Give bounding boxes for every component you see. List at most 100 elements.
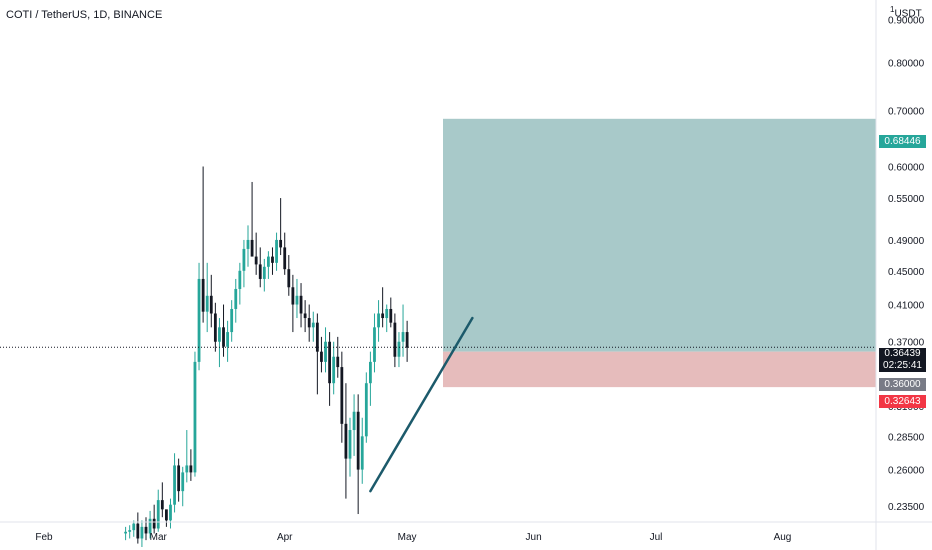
candle-body[interactable] (173, 465, 176, 505)
candle-body[interactable] (299, 295, 303, 314)
candle-body[interactable] (369, 361, 372, 384)
x-tick-label: Jul (650, 532, 663, 543)
candle-body[interactable] (181, 472, 185, 492)
candle-body[interactable] (283, 247, 287, 270)
candle-body[interactable] (348, 430, 352, 459)
candle-body[interactable] (193, 361, 197, 473)
candle-body[interactable] (291, 287, 295, 305)
candle-body[interactable] (209, 295, 213, 314)
entry-price-badge[interactable]: 0.36000 (879, 378, 926, 391)
candle-body[interactable] (377, 313, 380, 328)
candle-body[interactable] (254, 256, 258, 265)
x-tick-label: Jun (526, 532, 542, 543)
candle-body[interactable] (279, 239, 283, 248)
candle-countdown-label: 02:25:41 (883, 360, 922, 371)
candle-body[interactable] (340, 367, 344, 424)
price-axis-unit: 1USDT (890, 5, 922, 19)
candle-body[interactable] (140, 526, 144, 539)
y-tick-label: 0.55000 (888, 194, 925, 205)
candle-body[interactable] (218, 327, 221, 342)
candle-body[interactable] (311, 322, 315, 328)
candle-body[interactable] (165, 509, 168, 521)
candle-body[interactable] (213, 313, 217, 342)
candle-body[interactable] (234, 288, 238, 309)
profit-zone[interactable] (443, 118, 876, 352)
trendline[interactable] (369, 316, 474, 493)
candle-body[interactable] (197, 278, 201, 362)
candle-body[interactable] (324, 341, 327, 362)
candle-body[interactable] (393, 322, 397, 357)
candle-body[interactable] (307, 318, 311, 328)
candle-body[interactable] (373, 327, 376, 362)
candle-body[interactable] (242, 248, 246, 271)
candle-body[interactable] (356, 411, 360, 470)
candle-body[interactable] (124, 531, 127, 534)
candle-body[interactable] (230, 308, 234, 333)
y-tick-label: 0.37000 (888, 338, 925, 349)
candle-body[interactable] (397, 341, 401, 357)
unit-mark: 1 (890, 5, 895, 14)
candle-body[interactable] (169, 504, 172, 521)
candle-body[interactable] (177, 465, 181, 492)
candle-body[interactable] (287, 269, 291, 288)
candle-body[interactable] (148, 518, 152, 534)
candle-body[interactable] (405, 332, 409, 348)
current-price-badge[interactable]: 0.36439 02:25:41 (879, 348, 926, 372)
x-tick-label: Mar (150, 532, 168, 543)
candle-body[interactable] (152, 518, 156, 529)
loss-zone[interactable] (443, 351, 876, 388)
candle-body[interactable] (303, 313, 307, 319)
candle-body[interactable] (201, 278, 205, 312)
candle-body[interactable] (185, 465, 189, 473)
candle-body[interactable] (320, 351, 323, 362)
candle-body[interactable] (271, 256, 274, 263)
candle-body[interactable] (385, 308, 389, 319)
candle-body[interactable] (250, 239, 254, 257)
x-tick-label: Feb (35, 532, 53, 543)
y-tick-label: 0.60000 (888, 163, 925, 174)
candle-body[interactable] (315, 322, 319, 352)
candle-body[interactable] (160, 500, 164, 510)
candle-body[interactable] (144, 526, 148, 534)
candle-body[interactable] (295, 295, 299, 305)
candle-body[interactable] (262, 266, 266, 279)
y-tick-label: 0.49000 (888, 236, 925, 247)
candle-body[interactable] (205, 295, 209, 312)
y-tick-label: 0.90000 (888, 16, 925, 27)
candle-body[interactable] (246, 239, 250, 249)
candle-body[interactable] (226, 332, 229, 347)
current-price-label: 0.36439 (884, 348, 921, 359)
candle-body[interactable] (332, 356, 336, 384)
candle-body[interactable] (156, 500, 160, 529)
candle-body[interactable] (336, 356, 340, 368)
candle-body[interactable] (132, 523, 136, 531)
candle-body[interactable] (267, 256, 270, 267)
candle-body[interactable] (401, 332, 405, 342)
candle-body[interactable] (364, 383, 368, 437)
target-price-badge[interactable]: 0.68446 (879, 135, 926, 148)
unit-label: USDT (894, 8, 922, 20)
stop-price-badge[interactable]: 0.32643 (879, 395, 926, 408)
chart-title: COTI / TetherUS, 1D, BINANCE (6, 9, 163, 21)
x-tick-label: May (398, 532, 417, 543)
y-tick-label: 0.28500 (888, 432, 925, 443)
candle-body[interactable] (389, 308, 393, 323)
x-tick-label: Apr (277, 532, 293, 543)
candle-body[interactable] (344, 423, 348, 459)
candle-body[interactable] (328, 341, 331, 384)
y-tick-label: 0.70000 (888, 107, 925, 118)
y-tick-label: 0.23500 (888, 502, 925, 513)
candle-body[interactable] (381, 313, 385, 319)
candle-body[interactable] (238, 270, 242, 289)
candle-body[interactable] (136, 523, 140, 539)
candle-body[interactable] (258, 264, 262, 279)
y-tick-label: 0.41000 (888, 301, 925, 312)
candle-body[interactable] (128, 530, 132, 532)
candle-body[interactable] (275, 239, 278, 263)
candle-body[interactable] (360, 436, 364, 470)
candle-body[interactable] (222, 327, 225, 347)
candle-body[interactable] (352, 411, 356, 431)
candle-body[interactable] (189, 465, 193, 473)
